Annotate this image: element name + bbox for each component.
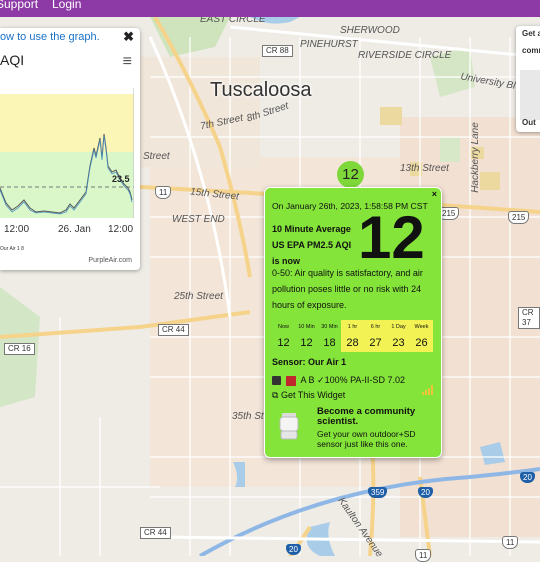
graph-help-link[interactable]: ow to use the graph. (0, 31, 100, 43)
promo-line-2: comm (522, 46, 540, 55)
route-11-north: 11 (155, 186, 172, 199)
route-cr88: CR 88 (262, 45, 293, 57)
map-label-hackberry-lane: Hackberry Lane (469, 122, 481, 193)
route-20-east: 20 (418, 487, 433, 498)
route-20-south: 20 (286, 544, 301, 555)
promo-line-1: Get a (522, 29, 540, 38)
sensor-image (520, 70, 540, 120)
route-cr16: CR 16 (4, 343, 35, 355)
map-label-east-circle: EAST CIRCLE (200, 14, 266, 25)
x-tick-3: 12:00 (108, 224, 134, 235)
aqi-description: 0-50: Air quality is satisfactory, and a… (272, 268, 423, 310)
promo-text[interactable]: Get your own outdoor+SD sensor just like… (317, 429, 416, 449)
sensor-name[interactable]: Sensor: Our Air 1 (272, 357, 347, 367)
period-value[interactable]: 12 (300, 336, 313, 349)
aqi-graph-widget: ow to use the graph. ✖ AQI ≡ 23.5 12:00 … (0, 28, 140, 270)
period-label[interactable]: 30 Min (321, 323, 338, 330)
route-cr44-north: CR 44 (158, 324, 189, 336)
average-label-line3: is now (272, 256, 301, 266)
popup-timestamp: On January 26th, 2023, 1:58:58 PM CST (272, 201, 428, 211)
period-label[interactable]: 1 Day (387, 320, 410, 333)
period-value[interactable]: 18 (323, 336, 336, 349)
route-20-far: 20 (520, 472, 535, 483)
current-aqi-label: 23.5 (112, 174, 130, 184)
close-popup-icon[interactable]: × (431, 189, 437, 199)
support-link[interactable]: Support (0, 0, 39, 11)
x-tick-1: 12:00 (4, 224, 30, 235)
map-label-city: Tuscaloosa (210, 79, 312, 101)
signal-bars-icon (422, 385, 434, 395)
graph-sensor-label: Our Air 1 8 (0, 246, 24, 252)
map-label-west-end: WEST END (172, 214, 225, 225)
average-label-line1: 10 Minute Average (272, 224, 351, 234)
route-215-east: 215 (508, 211, 530, 224)
login-link[interactable]: Login (52, 0, 82, 11)
period-label[interactable]: 1 hr (341, 320, 364, 333)
sensor-marker[interactable]: 12 (337, 161, 364, 188)
top-nav-bar: Support Login (0, 0, 540, 17)
map-label-pinehurst: PINEHURST (300, 39, 358, 50)
period-label[interactable]: Week (410, 320, 433, 333)
widget-icon: ⧉ (272, 390, 279, 400)
period-value[interactable]: 12 (277, 336, 290, 349)
period-value[interactable]: 26 (410, 333, 433, 352)
period-label[interactable]: Now (277, 323, 289, 330)
sensor-meta: A B ✓100% PA-II-SD 7.02 (272, 375, 405, 386)
sensor-popup: × On January 26th, 2023, 1:58:58 PM CST … (264, 187, 442, 458)
close-graph-icon[interactable]: ✖ (123, 29, 134, 44)
average-label-line2: US EPA PM2.5 AQI (272, 240, 352, 250)
channel-status: A B ✓100% PA-II-SD 7.02 (300, 375, 405, 385)
x-tick-2: 26. Jan (58, 224, 91, 235)
period-table: Now 10 Min 30 Min 1 hr 6 hr 1 Day Week 1… (272, 320, 433, 352)
period-label[interactable]: 6 hr (364, 320, 387, 333)
route-11-east: 11 (502, 536, 519, 549)
aqi-line-chart[interactable] (0, 88, 134, 218)
promo-title[interactable]: Become a community scientist. (317, 406, 416, 427)
route-cr44-south: CR 44 (140, 527, 171, 539)
no-wifi-icon (285, 375, 296, 386)
graph-title: AQI (0, 52, 25, 68)
promo-line-3: Out (522, 118, 536, 127)
hamburger-menu-icon[interactable]: ≡ (122, 53, 132, 70)
average-label: 10 Minute Average US EPA PM2.5 AQI is no… (272, 221, 367, 269)
map-label-street: Street (143, 151, 170, 162)
community-promo-card[interactable]: Get a comm Out (516, 26, 540, 132)
purpleair-brand[interactable]: PurpleAir.com (88, 257, 132, 264)
route-cr37: CR 37 (518, 307, 540, 329)
period-value[interactable]: 27 (364, 333, 387, 352)
period-value[interactable]: 23 (387, 333, 410, 352)
map-label-riverside-circle: RIVERSIDE CIRCLE (358, 50, 452, 61)
get-widget-link[interactable]: ⧉ Get This Widget (272, 390, 345, 401)
get-widget-label: Get This Widget (280, 390, 346, 400)
map-label-13th-street: 13th Street (400, 163, 449, 174)
map-label-35th-street: 35th Str (232, 411, 268, 422)
map-label-sherwood: SHERWOOD (340, 25, 400, 36)
purpleair-sensor-icon (279, 413, 299, 440)
map-label-25th-street: 25th Street (174, 291, 223, 302)
period-label[interactable]: 10 Min (298, 323, 315, 330)
aqi-value: 12 (358, 204, 425, 271)
sd-card-icon (272, 376, 281, 386)
period-value[interactable]: 28 (341, 333, 364, 352)
route-359: 359 (368, 487, 388, 498)
